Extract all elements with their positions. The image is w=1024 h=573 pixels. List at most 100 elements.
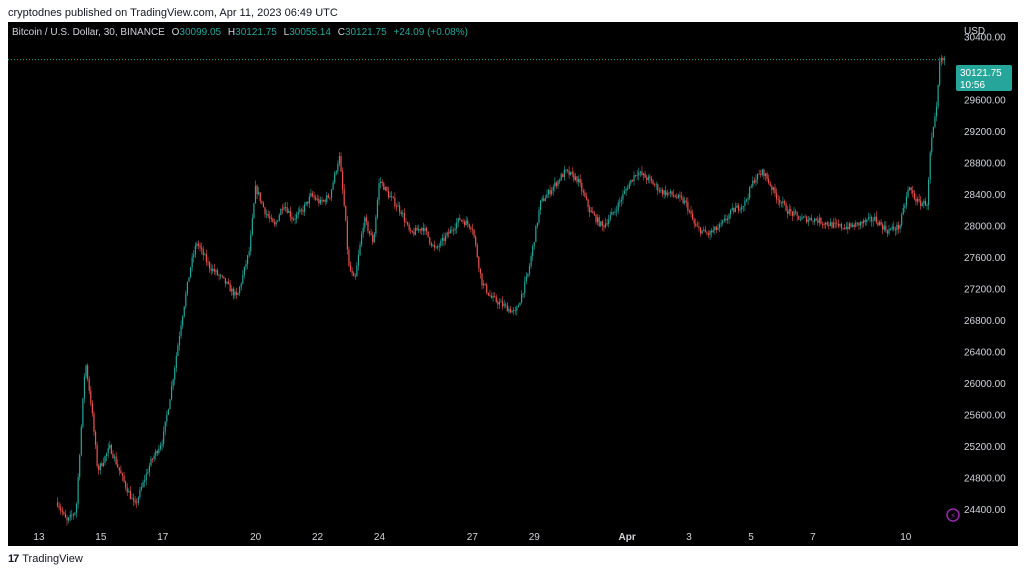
candle-body — [332, 182, 334, 190]
candle-body — [861, 221, 863, 224]
candle-body — [384, 187, 386, 190]
candle-body — [364, 217, 366, 228]
candle-body — [508, 308, 510, 312]
candle-body — [598, 217, 600, 226]
candle-body — [465, 220, 467, 226]
candle-body — [163, 431, 165, 444]
candle-body — [859, 221, 862, 226]
candle-body — [498, 301, 501, 305]
candle-body — [646, 177, 648, 181]
candle-body — [330, 189, 333, 198]
candle-body — [858, 222, 860, 226]
candle-body — [851, 224, 854, 227]
candle-body — [129, 491, 131, 499]
candle-body — [389, 196, 391, 198]
candle-body — [747, 197, 749, 200]
candle-body — [373, 233, 375, 243]
candle-body — [353, 273, 355, 277]
candle-body — [278, 214, 280, 221]
time-axis[interactable]: 13 15 17 20 22 24 27 29 Apr 3 5 7 10 — [33, 532, 911, 543]
candle-body — [669, 191, 672, 194]
candle-body — [836, 223, 838, 225]
candle-body — [832, 222, 835, 228]
chart-frame[interactable]: 24400.00 24800.00 25200.00 25600.00 26000.00… — [8, 22, 1018, 546]
candle-body — [177, 345, 179, 356]
candle-body — [441, 237, 443, 241]
candle-body — [324, 200, 326, 202]
candle-body — [155, 450, 157, 456]
candle-body — [766, 173, 768, 179]
candle-body — [842, 228, 844, 229]
candle-body — [414, 227, 417, 235]
candle-body — [191, 257, 193, 268]
candle-body — [809, 217, 811, 220]
candle-body — [609, 215, 611, 220]
candle-body — [635, 175, 637, 176]
y-tick-label: 24800.00 — [964, 474, 1006, 485]
candle-body — [756, 173, 759, 180]
candle-body — [524, 281, 526, 294]
candle-body — [361, 234, 363, 245]
candle-body — [775, 193, 778, 200]
candle-body — [253, 203, 255, 219]
candle-body — [207, 261, 209, 263]
candle-body — [117, 464, 119, 468]
candle-body — [730, 209, 732, 215]
candle-body — [592, 211, 594, 214]
candle-body — [657, 184, 659, 191]
candle-body — [337, 163, 339, 172]
candle-body — [870, 217, 873, 222]
candle-body — [66, 517, 68, 521]
candle-body — [853, 224, 855, 228]
high-label: H — [227, 27, 236, 38]
candle-body — [425, 228, 428, 232]
candle-body — [166, 414, 168, 422]
y-tick-label: 25200.00 — [964, 442, 1006, 453]
candle-body — [711, 230, 713, 233]
candle-body — [745, 199, 748, 201]
candle-body — [909, 187, 911, 190]
candle-body — [722, 220, 724, 224]
candle-body — [185, 293, 187, 307]
candle-body — [910, 187, 912, 191]
candle-body — [156, 450, 158, 454]
price-axis[interactable]: 24400.00 24800.00 25200.00 25600.00 26000.00… — [964, 33, 1006, 516]
candle-body — [543, 198, 545, 201]
candle-body — [519, 302, 521, 306]
candle-body — [71, 514, 73, 516]
candle-body — [94, 431, 97, 445]
candle-body — [288, 210, 290, 213]
candle-body — [536, 222, 539, 227]
candle-body — [823, 224, 825, 225]
lightning-icon[interactable]: ⚡ — [946, 508, 960, 522]
candle-body — [300, 209, 303, 211]
candle-body — [359, 244, 361, 256]
candle-body — [348, 249, 350, 266]
candle-body — [422, 227, 424, 232]
candle-body — [492, 295, 494, 298]
candle-body — [243, 266, 246, 275]
candlestick-chart[interactable]: 24400.00 24800.00 25200.00 25600.00 26000.00… — [8, 22, 1018, 546]
candle-body — [451, 229, 453, 231]
candle-body — [174, 367, 176, 380]
candle-body — [606, 223, 608, 225]
candle-body — [58, 505, 60, 508]
candle-body — [574, 176, 577, 180]
candle-body — [804, 216, 806, 218]
candle-body — [427, 231, 429, 238]
open-label: O — [171, 27, 180, 38]
x-tick-label: 22 — [312, 532, 324, 543]
candle-body — [587, 199, 589, 208]
candle-body — [825, 222, 827, 225]
candle-body — [284, 207, 287, 208]
x-tick-label: 20 — [250, 532, 262, 543]
candle-body — [801, 217, 803, 220]
candle-body — [826, 222, 828, 225]
candle-body — [828, 224, 830, 226]
candle-body — [310, 193, 312, 197]
candle-body — [120, 470, 122, 474]
candle-body — [145, 473, 147, 481]
candle-body — [132, 498, 135, 501]
candle-body — [349, 265, 352, 271]
candle-body — [112, 453, 114, 458]
